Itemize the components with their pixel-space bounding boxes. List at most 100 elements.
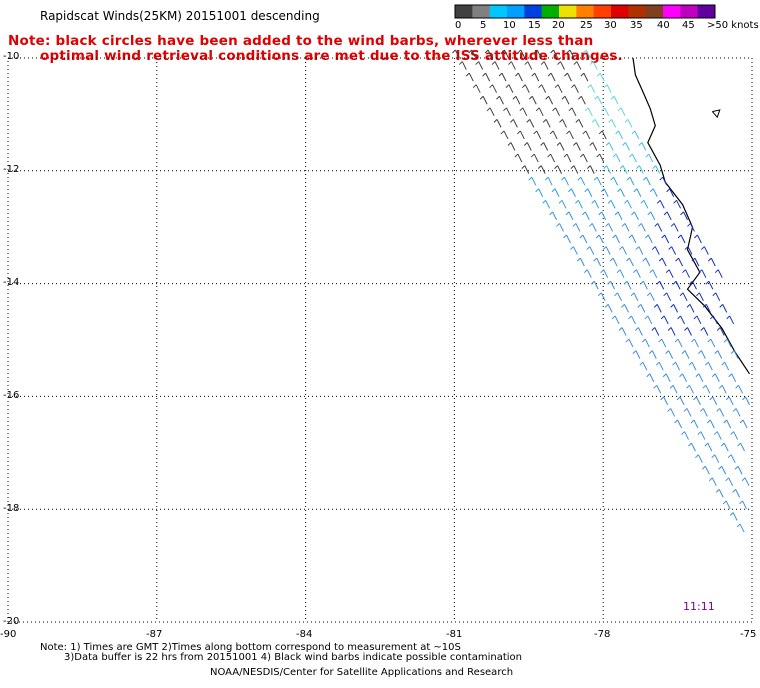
wind-barb — [576, 257, 585, 267]
wind-barb — [600, 269, 609, 278]
wind-barb — [732, 408, 741, 417]
wind-barb — [641, 338, 650, 348]
wind-barb — [572, 223, 581, 232]
wind-barb — [590, 280, 599, 290]
wind-barb — [649, 188, 658, 197]
wind-barb — [544, 176, 553, 186]
wind-barb — [517, 49, 526, 59]
legend-swatch — [559, 5, 577, 18]
wind-barb — [556, 223, 564, 232]
wind-barb — [651, 246, 660, 255]
wind-barb — [619, 165, 628, 174]
wind-barb — [561, 95, 570, 105]
wind-barb — [695, 373, 704, 382]
wind-barb — [610, 176, 619, 186]
legend-swatch — [680, 5, 699, 18]
wind-barb — [570, 246, 578, 255]
wind-barb — [658, 338, 667, 348]
wind-barb — [688, 442, 696, 452]
wind-barb — [701, 465, 710, 475]
wind-barb — [486, 107, 495, 117]
wind-barb — [689, 280, 697, 290]
wind-barb — [665, 350, 674, 359]
wind-barb — [726, 315, 735, 325]
wind-barb — [722, 500, 731, 510]
wind-barb — [684, 246, 693, 255]
wind-barb — [653, 304, 662, 313]
lat-label--16: -16 — [3, 390, 20, 401]
wind-barb — [635, 246, 644, 255]
wind-barb — [632, 350, 641, 359]
wind-barb — [714, 269, 723, 278]
wind-barb — [493, 119, 502, 128]
wind-barb — [579, 234, 588, 244]
wind-barb — [638, 142, 647, 151]
lon-label--81: -81 — [446, 629, 463, 640]
legend-tick-0: 0 — [455, 20, 462, 31]
wind-barb — [735, 384, 744, 394]
wind-barb — [666, 188, 675, 197]
wind-barb — [468, 49, 477, 59]
wind-barb — [458, 61, 467, 70]
legend-swatch — [455, 5, 473, 18]
wind-barb — [739, 419, 748, 429]
wind-barb — [594, 95, 603, 105]
wind-barb — [535, 107, 544, 117]
wind-barb — [644, 315, 653, 325]
legend-swatch — [663, 5, 681, 18]
wind-barb — [566, 130, 574, 140]
wind-barb — [552, 107, 560, 117]
wind-barb — [648, 350, 657, 359]
lat-label--18: -18 — [3, 503, 20, 514]
wind-barb — [573, 61, 582, 70]
pass-time-label: 11:11 — [683, 600, 715, 613]
legend-tick-5: 5 — [480, 20, 487, 31]
wind-barb — [676, 396, 685, 406]
wind-barb — [638, 223, 646, 232]
wind-barb — [607, 199, 616, 209]
wind-barb — [698, 269, 707, 278]
lon-label--78: -78 — [594, 629, 611, 640]
wind-barb — [565, 211, 574, 221]
wind-barb — [654, 223, 663, 232]
wind-barb — [642, 176, 651, 186]
wind-barb — [530, 153, 539, 163]
lat-label--12: -12 — [3, 164, 20, 175]
wind-barb — [604, 304, 613, 313]
wind-barb — [668, 246, 677, 255]
legend-tick-25: 25 — [580, 20, 593, 31]
wind-barb — [687, 223, 695, 232]
wind-barb — [547, 72, 556, 82]
wind-barb — [723, 338, 732, 348]
wind-barb — [629, 153, 637, 163]
wind-barb — [718, 465, 727, 475]
wind-barb — [568, 188, 576, 197]
wind-barb — [507, 142, 516, 151]
wind-barb — [704, 442, 713, 452]
ssi-note-line-1: Note: black circles have been added to t… — [8, 33, 594, 49]
wind-barb — [482, 72, 491, 82]
wind-barb — [484, 49, 493, 59]
wind-barb — [635, 327, 643, 336]
wind-barb — [739, 500, 747, 510]
wind-barb — [721, 361, 730, 371]
wind-barb — [695, 454, 703, 463]
wind-barb — [540, 61, 549, 70]
wind-barb — [709, 396, 718, 406]
wind-barb — [656, 280, 665, 290]
wind-barb — [693, 396, 701, 406]
wind-barb — [679, 373, 687, 382]
wind-barb — [489, 84, 498, 93]
legend-unit-label: >50 knots — [707, 20, 759, 31]
wind-barb — [563, 153, 572, 163]
wind-barb — [694, 234, 702, 244]
wind-barb — [554, 165, 562, 174]
wind-barb — [526, 119, 535, 128]
footer-credit: NOAA/NESDIS/Center for Satellite Applica… — [210, 667, 514, 678]
wind-barb — [631, 211, 639, 221]
wind-barb — [519, 107, 528, 117]
legend-tick-15: 15 — [528, 20, 541, 31]
wind-barb — [698, 350, 706, 359]
wind-barb — [673, 199, 682, 209]
lat-label--14: -14 — [3, 277, 20, 288]
